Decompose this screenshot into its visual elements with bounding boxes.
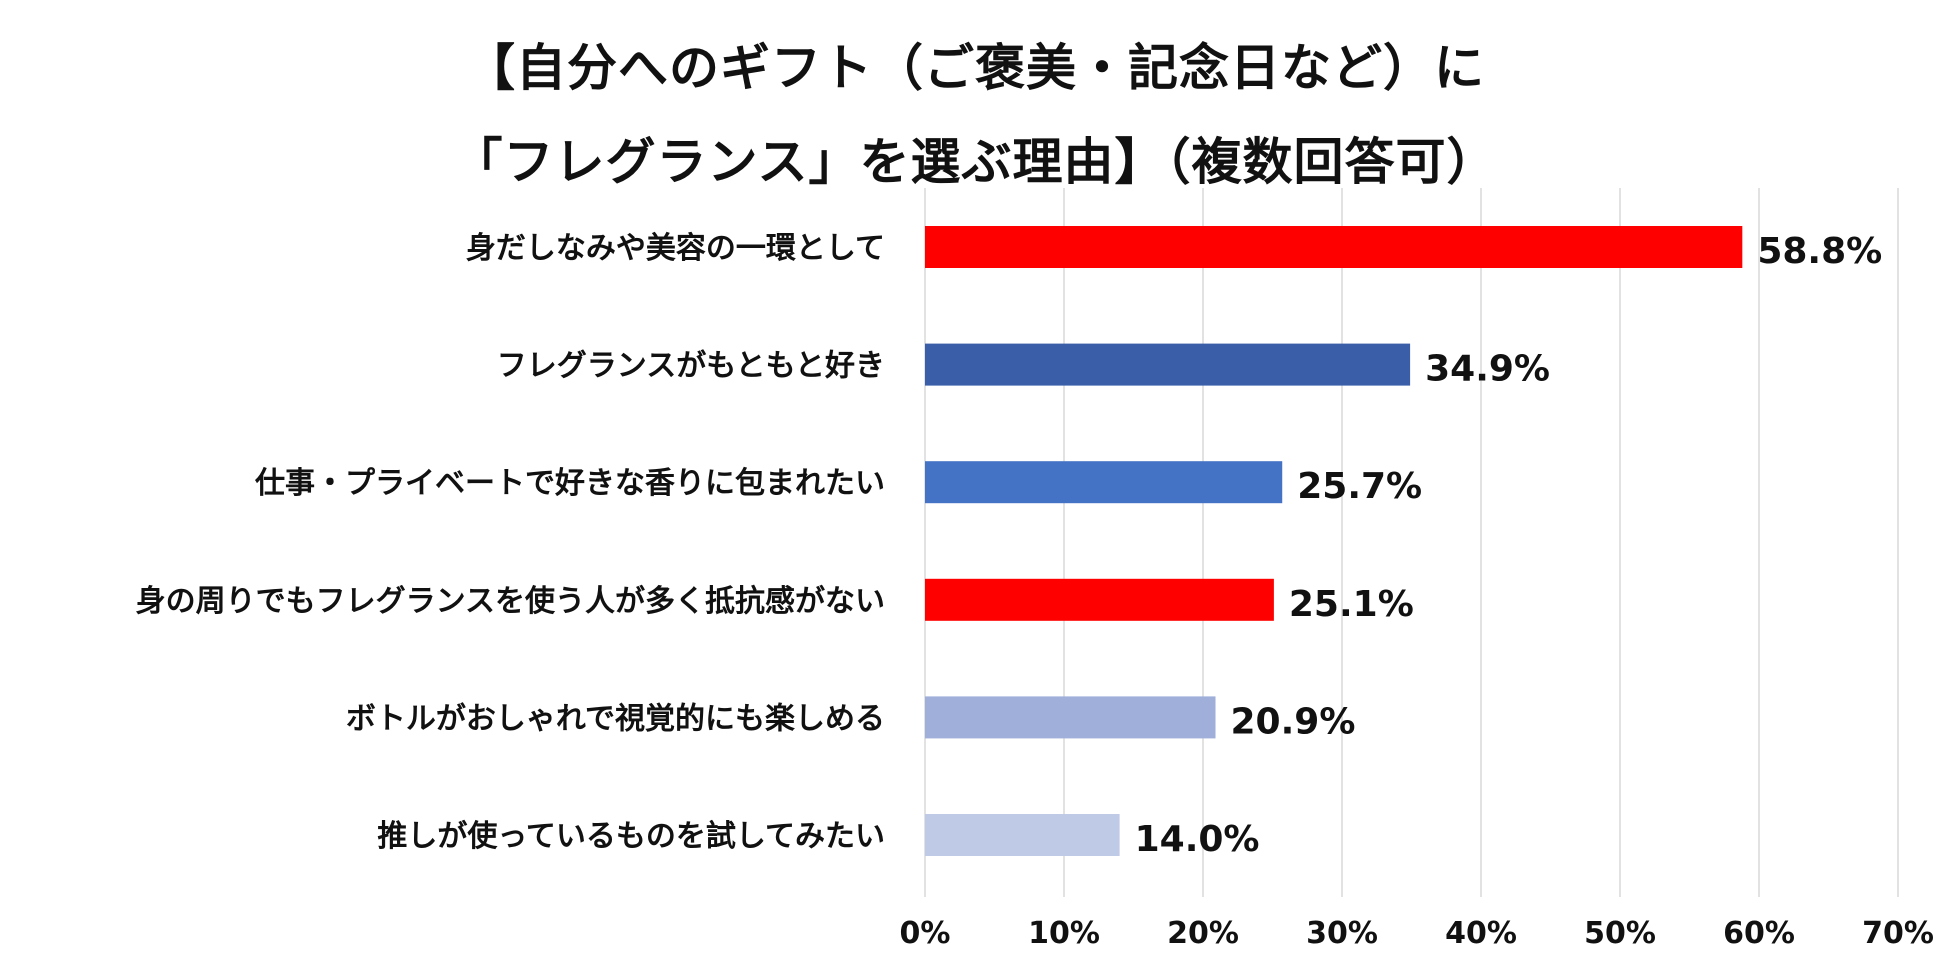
value-label-5: 14.0% [1135,819,1260,860]
category-label-0: 身だしなみや美容の一環として [466,231,885,266]
category-label-4: ボトルがおしゃれで視覚的にも楽しめる [346,701,885,736]
bar-5 [925,814,1120,856]
bar-4 [925,696,1216,739]
x-tick-label-50: 50% [1584,916,1656,951]
grid-lines [924,188,1899,897]
x-tick-label-0: 0% [900,916,951,951]
category-label-1: フレグランスがもともと好き [497,349,885,384]
value-labels: 58.8% 34.9% 25.7% 25.1% 20.9% 14.0% [1135,231,1883,860]
bar-0 [925,226,1743,268]
x-tick-label-70: 70% [1862,916,1934,951]
bar-2 [925,461,1283,504]
value-label-1: 34.9% [1425,349,1550,390]
category-labels: 身だしなみや美容の一環としてフレグランスがもともと好き仕事・プライベートで好きな… [136,231,885,854]
x-tick-label-60: 60% [1723,916,1795,951]
category-label-2: 仕事・プライベートで好きな香りに包まれたい [254,466,885,501]
value-label-2: 25.7% [1297,466,1422,507]
category-label-5: 推しが使っているものを試してみたい [377,819,885,854]
bar-1 [925,343,1411,386]
x-axis-tick-labels: 0% 10% 20% 30% 40% 50% 60% 70% [900,916,1934,951]
x-tick-label-20: 20% [1167,916,1239,951]
bar-3 [925,578,1274,621]
chart-title-line-2: 「フレグランス」を選ぶ理由】（複数回答可） [452,133,1498,191]
value-label-4: 20.9% [1231,701,1356,742]
x-tick-label-40: 40% [1445,916,1517,951]
x-tick-label-10: 10% [1028,916,1100,951]
value-label-3: 25.1% [1289,584,1414,625]
value-label-0: 58.8% [1757,231,1882,272]
bars [925,226,1743,856]
chart-title-line-1: 【自分へのギフト（ご褒美・記念日など）に [465,39,1485,97]
category-label-3: 身の周りでもフレグランスを使う人が多く抵抗感がない [136,584,885,619]
x-tick-label-30: 30% [1306,916,1378,951]
